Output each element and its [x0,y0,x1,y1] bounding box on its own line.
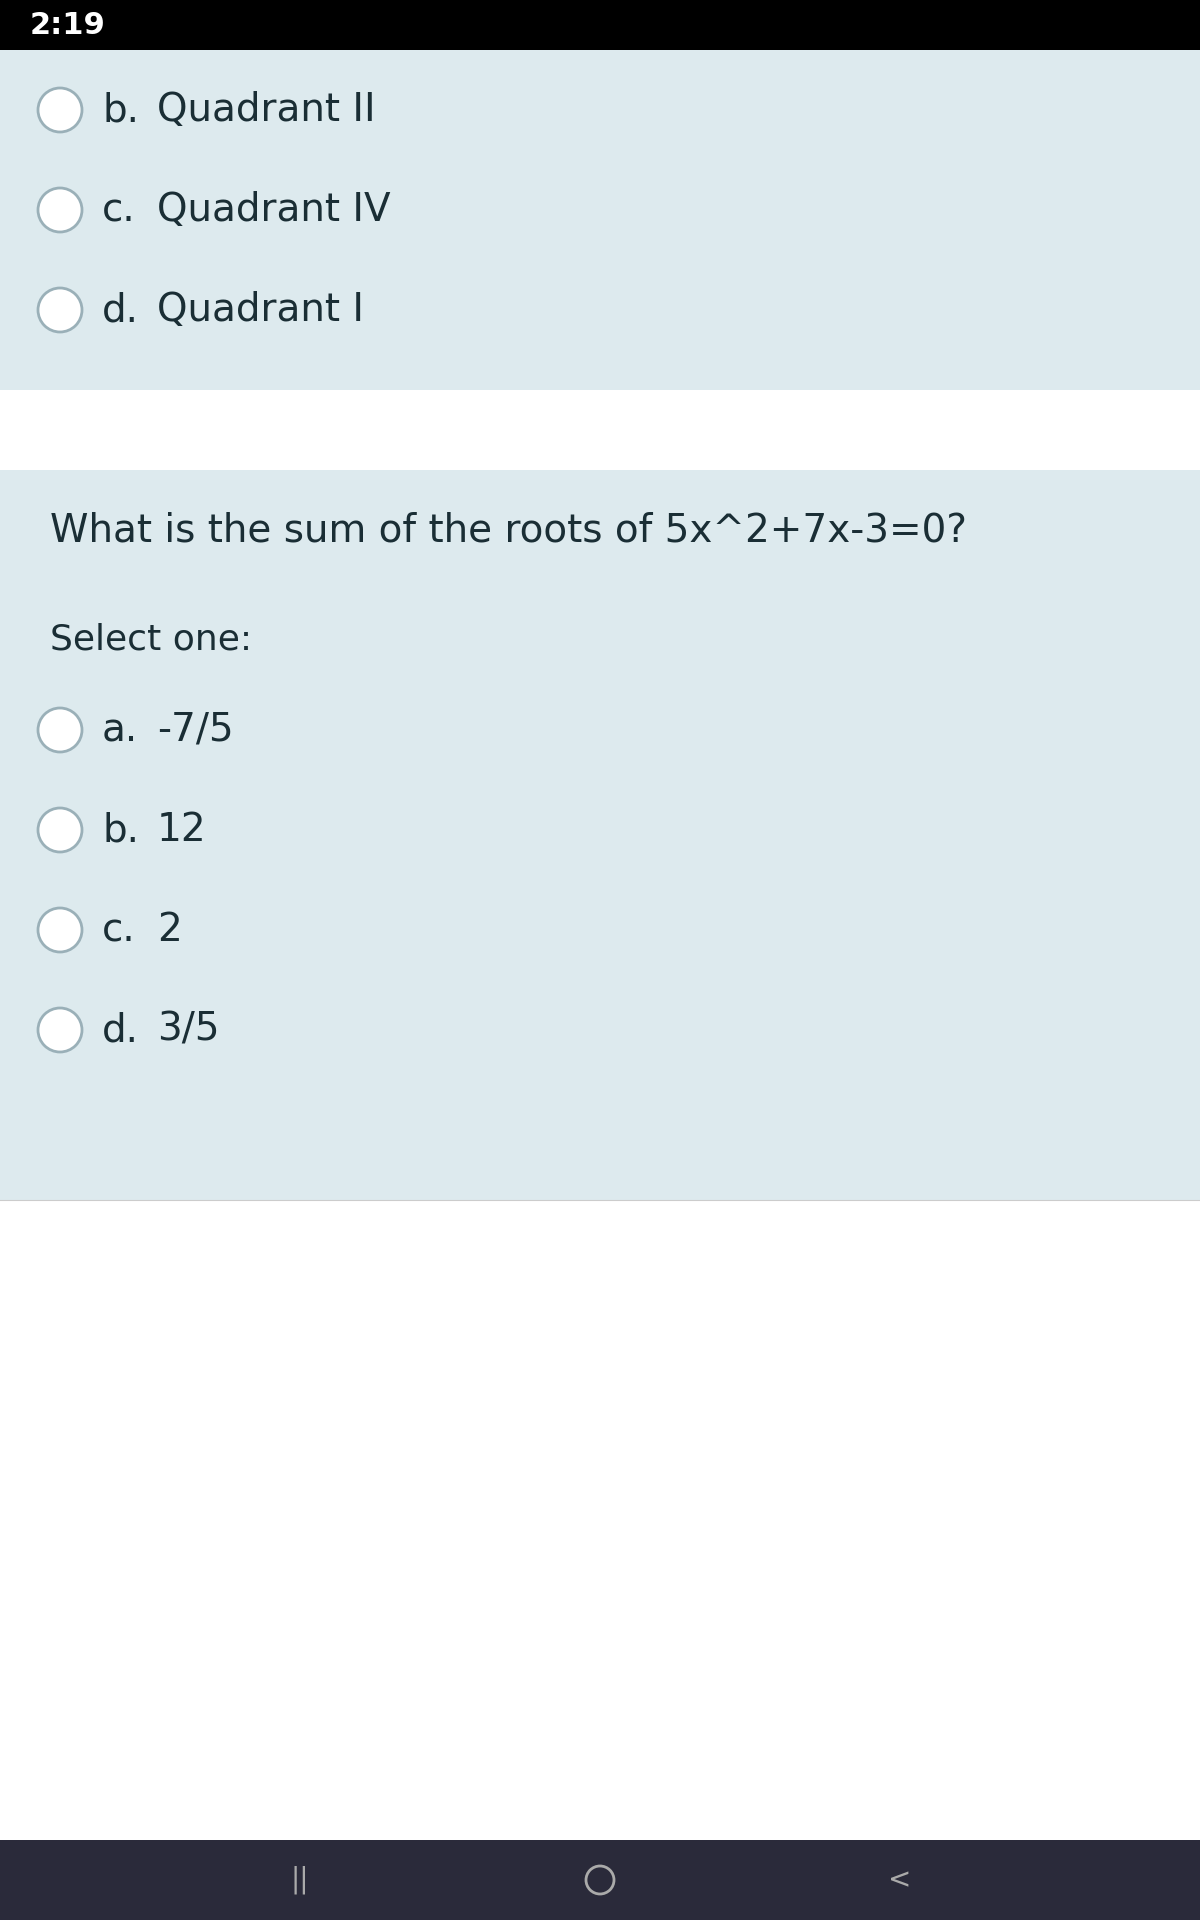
Ellipse shape [38,908,82,952]
Text: Quadrant II: Quadrant II [157,90,376,129]
Ellipse shape [38,188,82,232]
Ellipse shape [38,288,82,332]
Bar [0,1839,1200,1920]
Ellipse shape [38,88,82,132]
Text: c.: c. [102,190,136,228]
Text: -7/5: -7/5 [157,710,234,749]
Text: c.: c. [102,910,136,948]
Text: d.: d. [102,1012,139,1048]
Text: b.: b. [102,810,139,849]
Text: b.: b. [102,90,139,129]
Text: d.: d. [102,292,139,328]
Text: 2:19: 2:19 [30,10,106,40]
Text: a.: a. [102,710,138,749]
Text: 3/5: 3/5 [157,1012,220,1048]
Text: Select one:: Select one: [50,622,252,657]
Text: Quadrant I: Quadrant I [157,292,364,328]
Bar [0,390,1200,470]
Bar [0,0,1200,50]
Text: <: < [888,1866,912,1893]
Text: 12: 12 [157,810,206,849]
Ellipse shape [38,1008,82,1052]
Bar [0,470,1200,1200]
Bar [0,50,1200,390]
Ellipse shape [38,808,82,852]
Text: Quadrant IV: Quadrant IV [157,190,391,228]
Bar [0,1200,1200,1839]
Text: ||: || [290,1866,310,1895]
Text: 2: 2 [157,910,181,948]
Text: What is the sum of the roots of 5x^2+7x-3=0?: What is the sum of the roots of 5x^2+7x-… [50,511,967,549]
Ellipse shape [38,708,82,753]
